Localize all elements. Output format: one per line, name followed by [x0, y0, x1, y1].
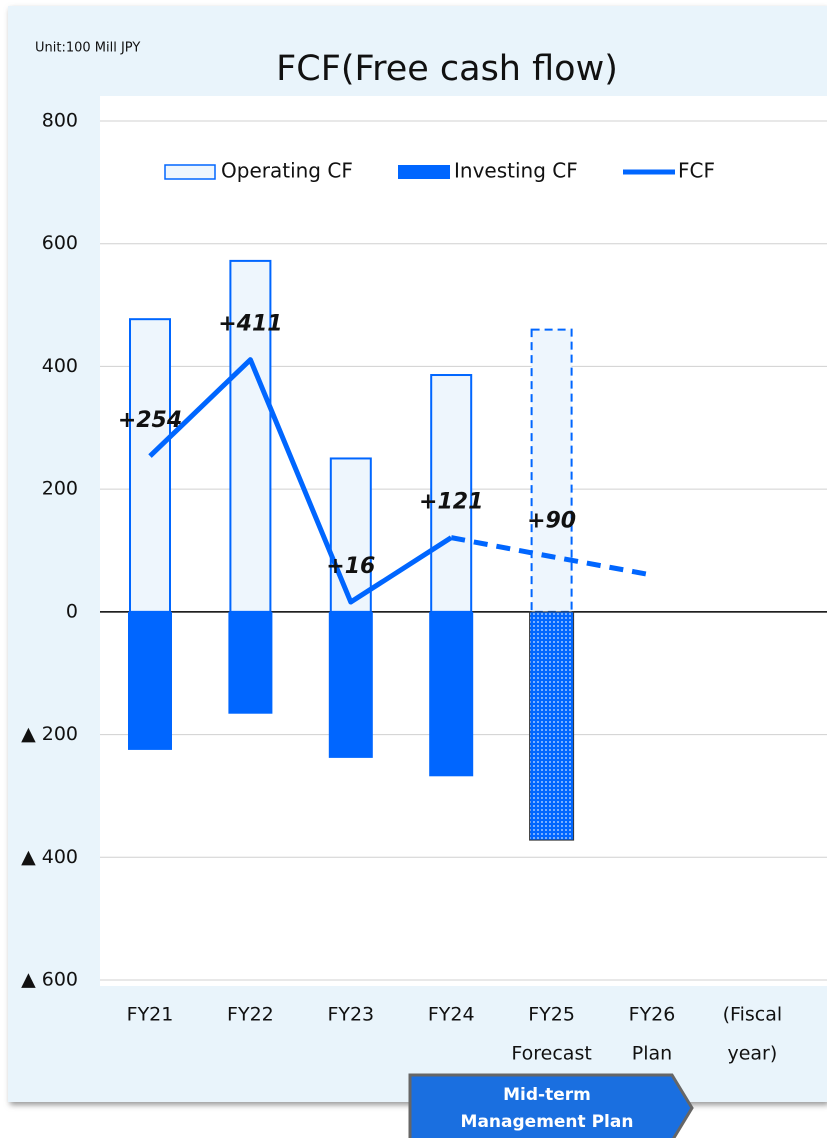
y-tick-label: ▲ 400 — [21, 846, 78, 868]
annotation-arrow: Mid-term Management Plan — [408, 1073, 694, 1138]
x-axis-label: (Fiscal — [723, 1004, 783, 1026]
bar — [529, 611, 575, 841]
y-tick-label: 200 — [42, 478, 78, 500]
unit-label: Unit:100 Mill JPY — [35, 41, 140, 56]
y-tick-label: 800 — [42, 110, 78, 132]
bar — [128, 611, 172, 750]
legend-swatch — [164, 164, 216, 180]
x-axis-label: year) — [727, 1043, 777, 1065]
bar — [328, 611, 373, 758]
bar — [329, 457, 372, 613]
x-tick-label: FY21 — [127, 1004, 174, 1026]
x-tick-label: FY23 — [327, 1004, 374, 1026]
bar — [228, 611, 273, 714]
data-label: +254 — [118, 408, 182, 433]
x-tick-label: Forecast — [511, 1043, 591, 1065]
data-label: +90 — [527, 509, 576, 534]
x-tick-label: FY24 — [428, 1004, 475, 1026]
y-tick-label: 400 — [42, 355, 78, 377]
legend-label: FCF — [678, 159, 715, 183]
y-tick-label: 600 — [42, 232, 78, 254]
y-tick-label: ▲ 200 — [21, 723, 78, 745]
y-tick-label: 0 — [66, 600, 78, 622]
bar — [430, 374, 473, 613]
line — [148, 357, 453, 605]
bar — [530, 328, 573, 613]
y-tick-label: ▲ 600 — [21, 969, 78, 991]
x-tick-label: FY25 — [528, 1004, 575, 1026]
data-label: +411 — [218, 312, 282, 337]
legend-label: Investing CF — [454, 159, 578, 183]
x-tick-label: FY22 — [227, 1004, 274, 1026]
bar — [229, 259, 272, 613]
annotation: Management Plan — [461, 1112, 634, 1132]
x-tick-label: Plan — [632, 1043, 672, 1065]
chart-title: FCF(Free cash flow) — [276, 49, 618, 89]
legend-label: Operating CF — [221, 159, 353, 183]
data-label: +121 — [419, 490, 483, 515]
bar — [129, 318, 171, 613]
x-tick-label: FY26 — [629, 1004, 676, 1026]
annotation: Mid-term — [503, 1085, 591, 1105]
legend-swatch — [398, 165, 450, 179]
data-label: +16 — [326, 554, 375, 579]
bar — [429, 611, 474, 777]
line — [450, 535, 653, 578]
